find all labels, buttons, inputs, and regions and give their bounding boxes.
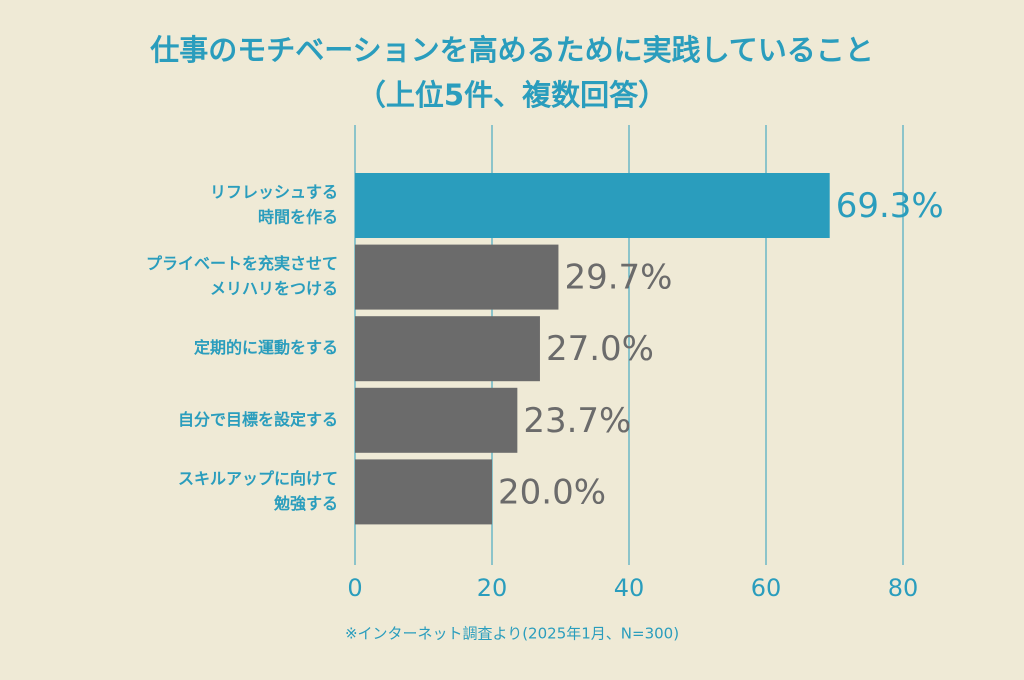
x-tick-label: 20 <box>477 574 508 602</box>
chart-title: 仕事のモチベーションを高めるために実践していること <box>149 33 874 67</box>
category-label: スキルアップに向けて <box>178 469 338 488</box>
bar <box>355 244 559 310</box>
value-label: 27.0% <box>546 329 654 369</box>
value-label: 69.3% <box>836 186 944 226</box>
chart-subtitle: （上位5件、複数回答） <box>357 78 667 112</box>
value-label: 23.7% <box>523 401 631 441</box>
bar <box>355 173 830 238</box>
x-tick-label: 60 <box>751 574 782 602</box>
value-label: 29.7% <box>564 258 672 298</box>
bar <box>355 387 518 453</box>
category-label: メリハリをつける <box>210 279 338 298</box>
x-tick-label: 0 <box>347 574 362 602</box>
value-label: 20.0% <box>498 472 606 512</box>
category-label: 自分で目標を設定する <box>178 410 338 429</box>
bar <box>355 459 492 525</box>
x-tick-label: 80 <box>888 574 919 602</box>
category-label: プライベートを充実させて <box>146 254 338 273</box>
x-tick-label: 40 <box>614 574 645 602</box>
footnote: ※インターネット調査より(2025年1月、N=300) <box>345 625 679 643</box>
category-label: 時間を作る <box>258 208 338 227</box>
category-label: 定期的に運動をする <box>193 338 338 357</box>
category-label: リフレッシュする <box>210 183 338 202</box>
bar <box>355 316 540 382</box>
category-label: 勉強する <box>273 494 338 513</box>
